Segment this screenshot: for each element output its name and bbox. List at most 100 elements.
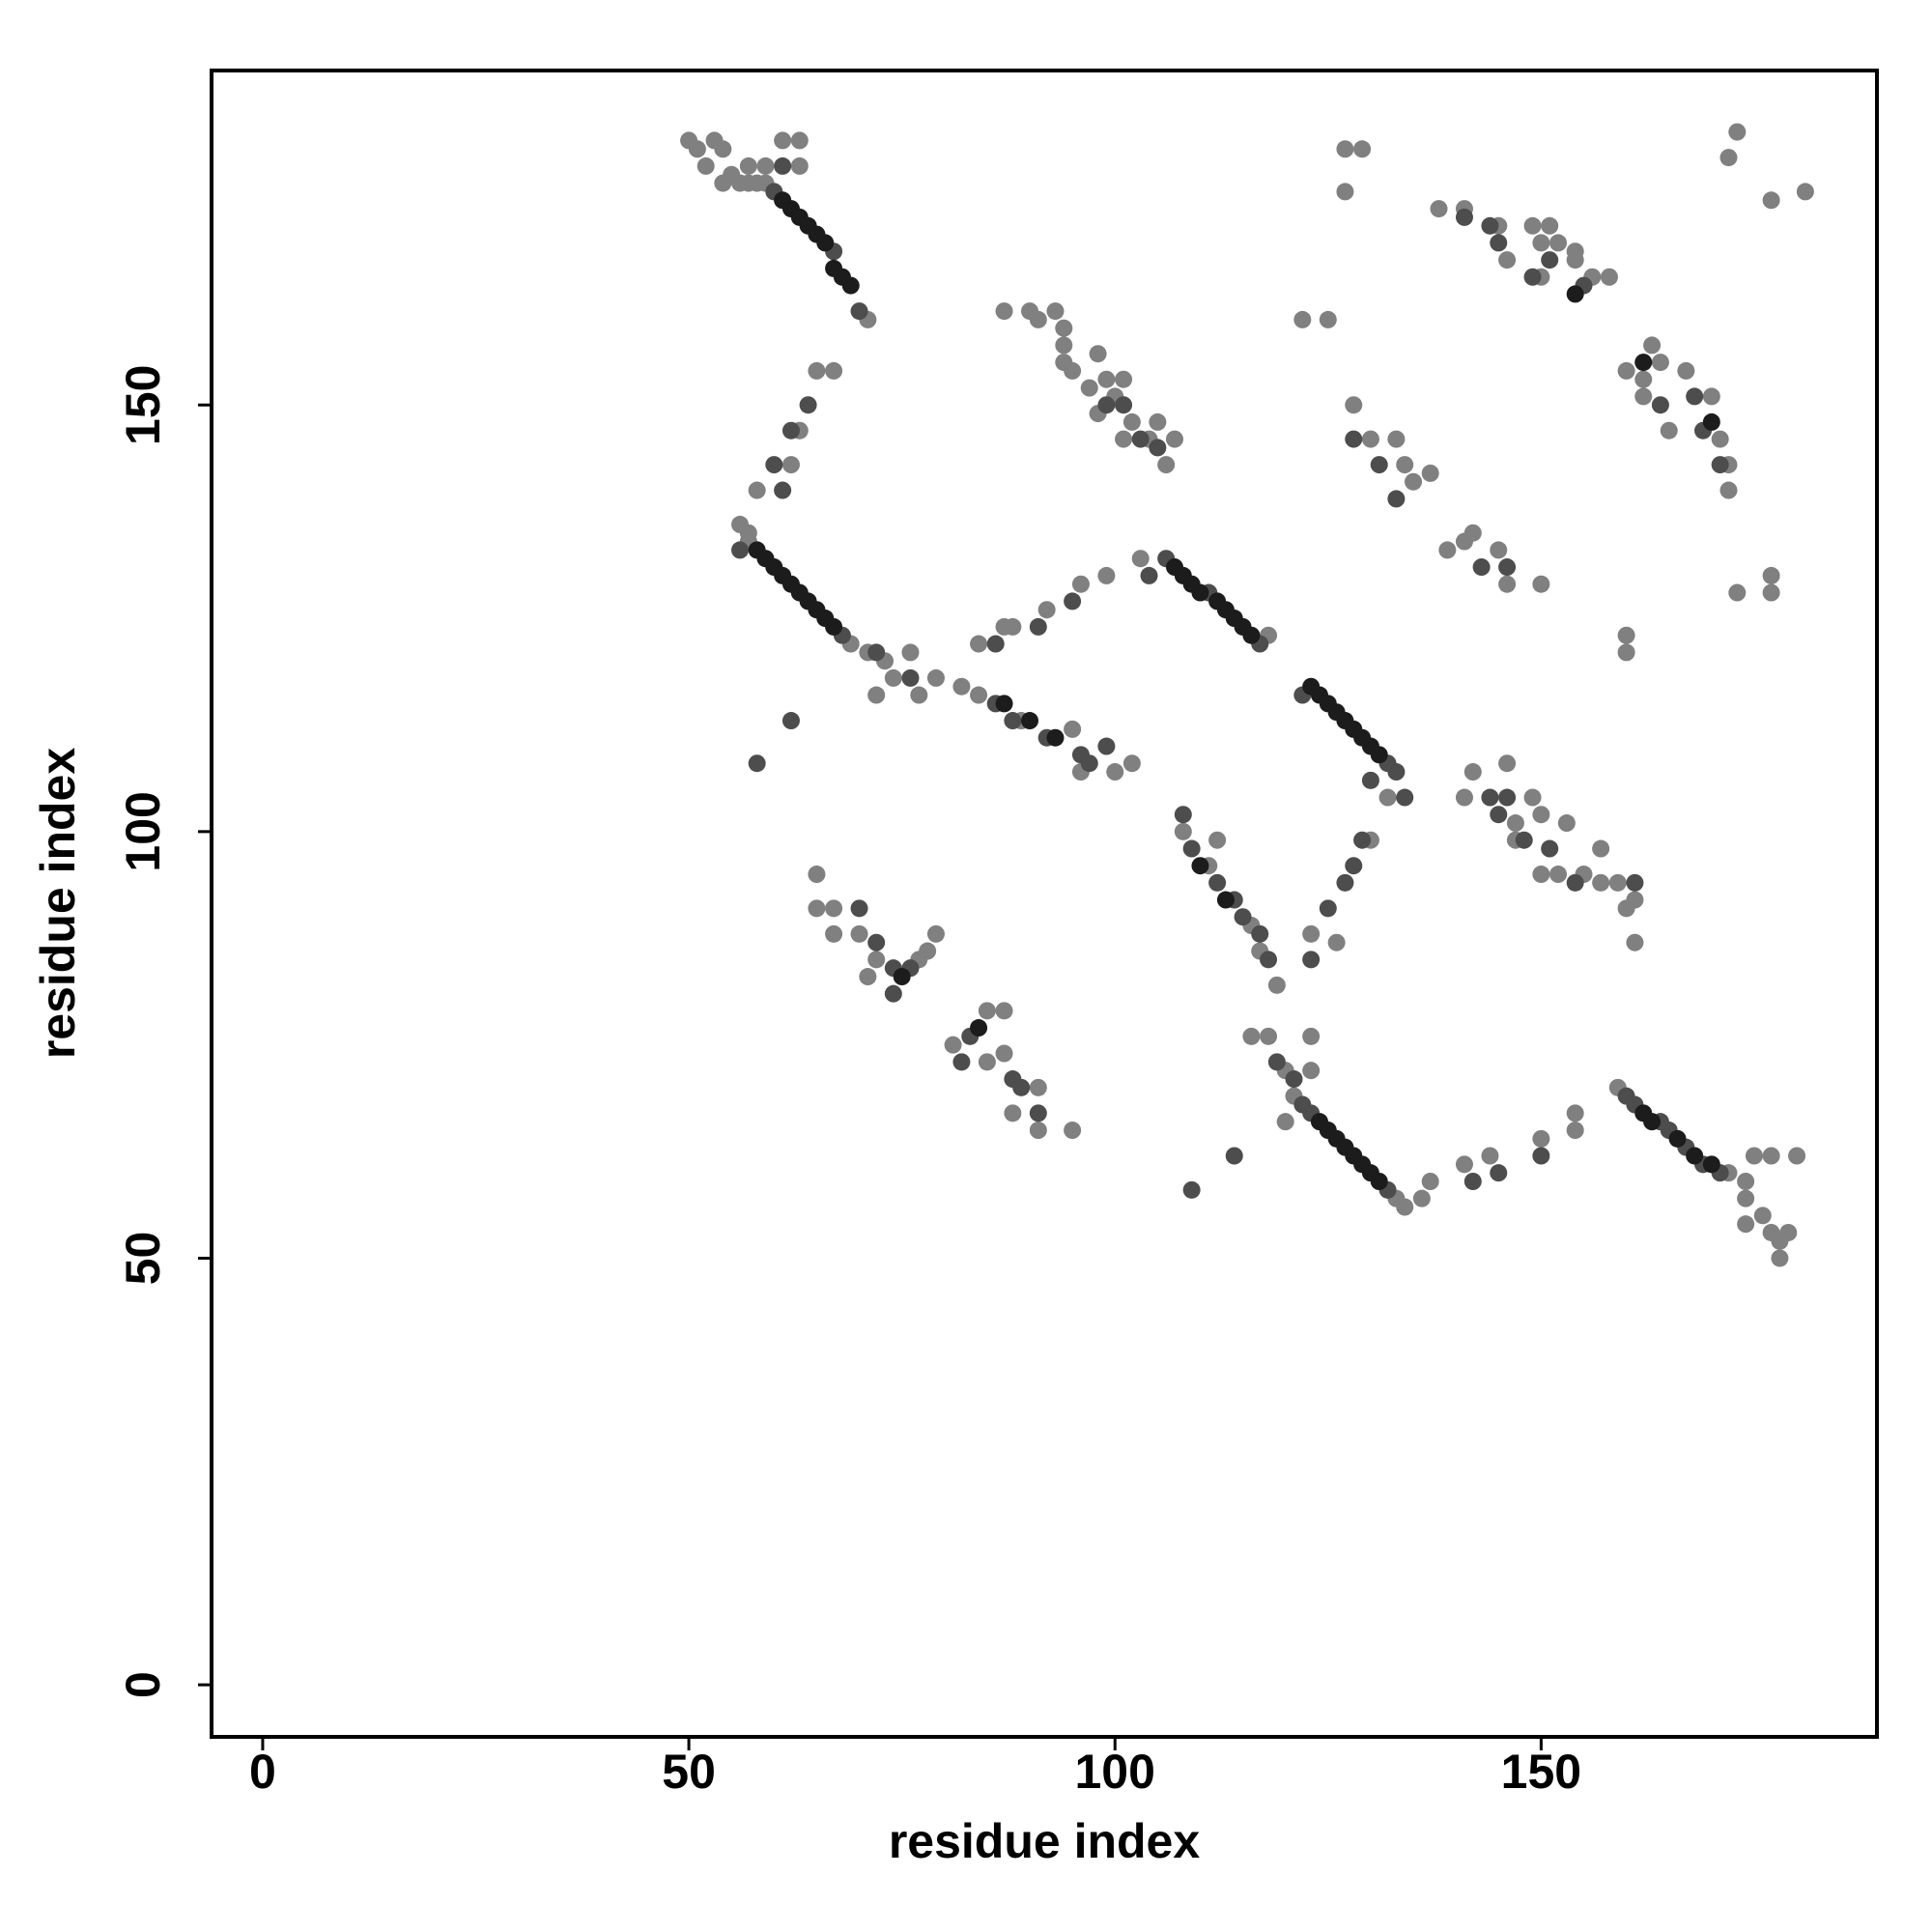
point	[1549, 866, 1568, 884]
point	[1762, 191, 1780, 210]
point	[1149, 439, 1167, 457]
point	[1463, 524, 1482, 542]
point	[1626, 873, 1644, 892]
point	[1293, 1095, 1312, 1114]
point	[1753, 1207, 1772, 1225]
point	[1498, 558, 1517, 577]
point	[1481, 1147, 1499, 1165]
y-tick-label: 50	[116, 1232, 170, 1286]
point	[781, 456, 800, 474]
point	[816, 234, 835, 252]
point	[1115, 430, 1133, 448]
point	[1421, 1173, 1439, 1190]
point	[978, 1002, 996, 1020]
point	[1182, 839, 1201, 858]
point	[1106, 763, 1124, 781]
point	[1336, 140, 1354, 158]
point	[1327, 933, 1346, 952]
point	[1097, 370, 1116, 388]
points	[680, 123, 1814, 1267]
point	[1498, 754, 1517, 773]
point	[1080, 379, 1098, 397]
point	[970, 635, 988, 653]
point	[1430, 200, 1448, 218]
point	[1421, 464, 1439, 482]
point	[1405, 472, 1423, 491]
point	[1677, 361, 1695, 380]
point	[1251, 924, 1269, 943]
point	[1046, 728, 1065, 747]
point	[1029, 310, 1047, 328]
point	[748, 481, 766, 499]
point	[1191, 583, 1209, 602]
point	[1566, 1122, 1584, 1140]
point	[1779, 1223, 1798, 1241]
point	[1541, 839, 1559, 858]
point	[1097, 737, 1116, 755]
point	[1260, 951, 1278, 969]
point	[1004, 712, 1022, 730]
point	[850, 924, 868, 943]
point	[1064, 361, 1082, 380]
point	[1208, 831, 1227, 849]
point	[919, 942, 937, 960]
point	[1361, 430, 1379, 448]
point	[1541, 251, 1559, 270]
point	[841, 276, 860, 295]
point	[1608, 873, 1627, 892]
point	[1055, 319, 1073, 337]
point	[790, 131, 809, 150]
point	[825, 617, 843, 636]
point	[1064, 720, 1082, 738]
point	[1182, 1180, 1201, 1199]
point	[1541, 216, 1559, 235]
point	[1029, 1104, 1047, 1122]
point	[756, 156, 775, 175]
point	[1260, 1027, 1278, 1045]
point	[714, 174, 732, 192]
point	[1532, 1147, 1550, 1165]
point	[1557, 814, 1576, 833]
point	[1064, 592, 1082, 611]
point	[825, 899, 843, 918]
point	[1745, 1147, 1763, 1165]
point	[799, 396, 817, 414]
point	[1498, 788, 1517, 807]
point	[995, 1044, 1013, 1063]
point	[952, 1053, 971, 1071]
point	[1089, 345, 1107, 363]
point	[1617, 626, 1635, 644]
point	[1387, 490, 1406, 508]
point	[1762, 566, 1780, 584]
point	[1131, 430, 1150, 448]
point	[1037, 601, 1056, 619]
point	[901, 643, 920, 662]
point	[1463, 763, 1482, 781]
point	[825, 361, 843, 380]
point	[995, 302, 1013, 321]
point	[1737, 1215, 1755, 1234]
point	[901, 668, 920, 687]
point	[995, 1002, 1013, 1020]
point	[1345, 857, 1363, 875]
point	[1345, 430, 1363, 448]
x-tick-label: 150	[1501, 1745, 1581, 1799]
point	[1302, 1062, 1321, 1080]
point	[1387, 763, 1406, 781]
point	[850, 899, 868, 918]
point	[1626, 933, 1644, 952]
point	[867, 686, 886, 704]
point	[1115, 396, 1133, 414]
point	[1711, 456, 1729, 474]
point	[1771, 1249, 1789, 1267]
point	[1498, 251, 1517, 270]
point	[1353, 140, 1372, 158]
point	[1532, 234, 1550, 252]
point	[1302, 924, 1321, 943]
point	[688, 140, 706, 158]
point	[1617, 643, 1635, 662]
point	[1702, 1155, 1720, 1174]
point	[1702, 412, 1720, 431]
point	[1336, 183, 1354, 201]
y-tick-label: 150	[116, 365, 170, 445]
